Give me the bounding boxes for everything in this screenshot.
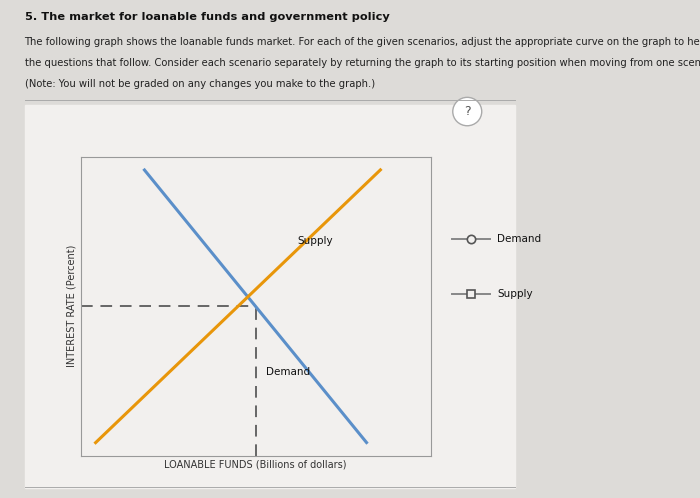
Text: Demand: Demand <box>266 367 310 377</box>
X-axis label: LOANABLE FUNDS (Billions of dollars): LOANABLE FUNDS (Billions of dollars) <box>164 460 346 470</box>
Text: Supply: Supply <box>298 236 333 246</box>
Y-axis label: INTEREST RATE (Percent): INTEREST RATE (Percent) <box>66 245 76 368</box>
Text: The following graph shows the loanable funds market. For each of the given scena: The following graph shows the loanable f… <box>25 37 700 47</box>
Text: 5. The market for loanable funds and government policy: 5. The market for loanable funds and gov… <box>25 12 389 22</box>
Text: ?: ? <box>464 105 470 118</box>
Text: Demand: Demand <box>497 234 541 244</box>
Text: the questions that follow. Consider each scenario separately by returning the gr: the questions that follow. Consider each… <box>25 58 700 68</box>
Circle shape <box>453 97 482 126</box>
Text: (Note: You will not be graded on any changes you make to the graph.): (Note: You will not be graded on any cha… <box>25 79 374 89</box>
Text: Supply: Supply <box>497 289 533 299</box>
